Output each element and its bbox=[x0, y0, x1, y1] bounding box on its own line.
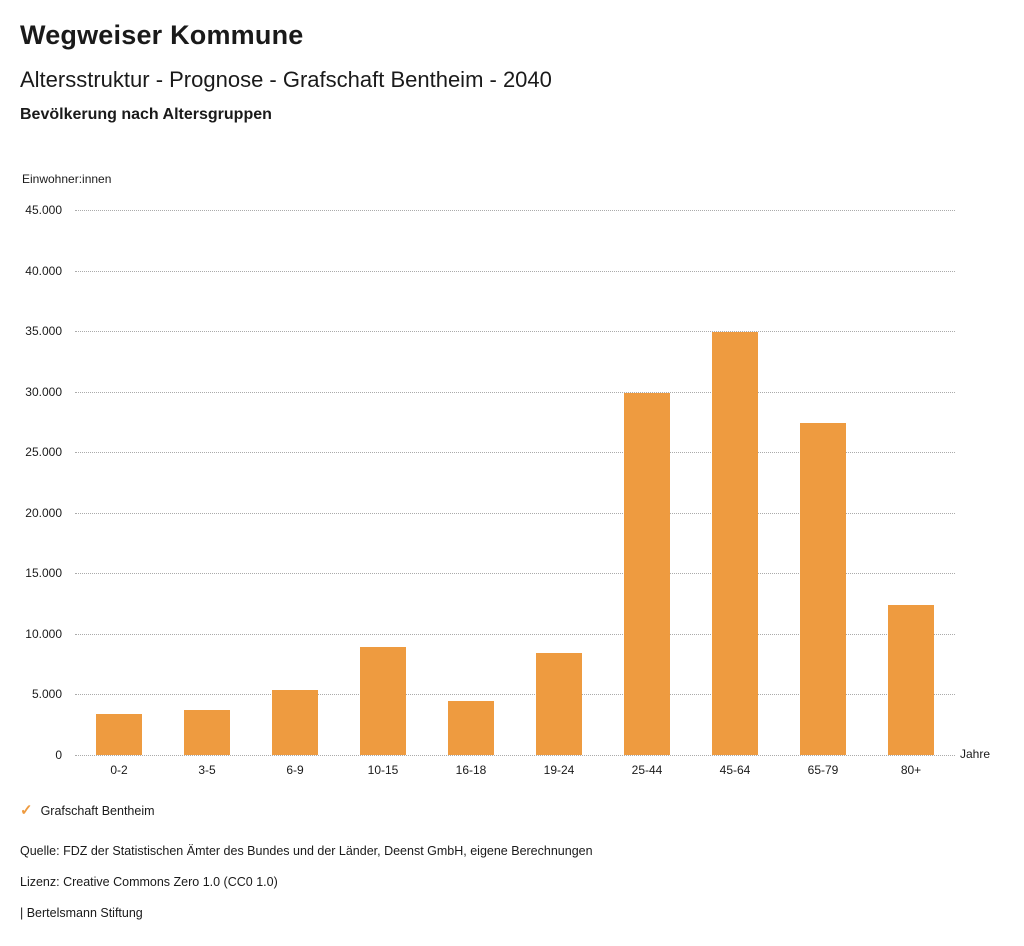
gridline bbox=[75, 270, 955, 272]
x-tick-label: 19-24 bbox=[543, 763, 575, 777]
y-tick-label: 0 bbox=[55, 748, 62, 762]
footer-source: Quelle: FDZ der Statistischen Ämter des … bbox=[20, 844, 593, 858]
bar-25-44[interactable] bbox=[624, 392, 670, 755]
legend-label: Grafschaft Bentheim bbox=[40, 803, 155, 818]
y-axis-title: Einwohner:innen bbox=[22, 172, 112, 186]
bar-10-15[interactable] bbox=[360, 647, 406, 755]
x-tick-label: 6-9 bbox=[286, 763, 304, 777]
footer-brand: | Bertelsmann Stiftung bbox=[20, 906, 143, 920]
x-tick-label: 25-44 bbox=[631, 763, 663, 777]
chart-heading: Bevölkerung nach Altersgruppen bbox=[20, 106, 272, 123]
y-tick-label: 20.000 bbox=[25, 505, 62, 520]
gridline bbox=[75, 512, 955, 514]
gridline bbox=[75, 633, 955, 635]
gridline bbox=[75, 573, 955, 575]
gridline bbox=[75, 694, 955, 696]
legend-check-icon: ✓ bbox=[20, 802, 33, 819]
gridline bbox=[75, 452, 955, 454]
gridline bbox=[75, 755, 955, 756]
bar-0-2[interactable] bbox=[96, 713, 142, 755]
x-tick-label: 16-18 bbox=[455, 763, 487, 777]
bar-45-64[interactable] bbox=[712, 332, 758, 755]
bar-16-18[interactable] bbox=[448, 700, 494, 755]
y-tick-label: 35.000 bbox=[25, 324, 62, 339]
x-tick-label: 65-79 bbox=[807, 763, 839, 777]
y-tick-label: 30.000 bbox=[25, 384, 62, 399]
footer-license: Lizenz: Creative Commons Zero 1.0 (CC0 1… bbox=[20, 875, 278, 889]
y-tick-label: 10.000 bbox=[25, 626, 62, 641]
plot-area bbox=[75, 210, 955, 756]
gridline bbox=[75, 210, 955, 211]
x-axis-title: Jahre bbox=[960, 747, 991, 761]
page-title: Wegweiser Kommune bbox=[20, 20, 304, 50]
x-tick-label: 80+ bbox=[900, 763, 922, 777]
x-tick-label: 10-15 bbox=[367, 763, 399, 777]
y-tick-label: 5.000 bbox=[31, 687, 62, 702]
bar-6-9[interactable] bbox=[272, 689, 318, 755]
x-tick-label: 3-5 bbox=[198, 763, 216, 777]
bar-80+[interactable] bbox=[888, 604, 934, 755]
page-subtitle: Altersstruktur - Prognose - Grafschaft B… bbox=[20, 67, 552, 92]
bar-19-24[interactable] bbox=[536, 653, 582, 755]
bar-3-5[interactable] bbox=[184, 710, 230, 755]
x-tick-label: 45-64 bbox=[719, 763, 751, 777]
y-tick-label: 45.000 bbox=[25, 203, 62, 217]
y-tick-label: 15.000 bbox=[25, 566, 62, 581]
bar-65-79[interactable] bbox=[800, 423, 846, 755]
legend-item-grafschaft-bentheim[interactable]: ✓ Grafschaft Bentheim bbox=[20, 803, 155, 818]
y-tick-label: 40.000 bbox=[25, 263, 62, 278]
gridline bbox=[75, 391, 955, 393]
y-axis: 0 5.000 10.000 15.000 20.000 25.000 30.000 35.0… bbox=[0, 203, 62, 762]
y-tick-label: 25.000 bbox=[25, 445, 62, 460]
x-tick-label: 0-2 bbox=[110, 763, 128, 777]
gridline bbox=[75, 331, 955, 333]
x-axis: 0-2 3-5 6-9 10-15 16-18 19-24 25-44 45-64 65-79 8… bbox=[75, 763, 955, 783]
